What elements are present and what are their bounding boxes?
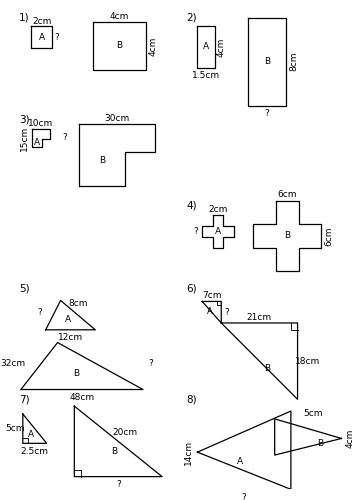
Text: ?: ?	[148, 359, 153, 368]
Text: A: A	[215, 227, 221, 236]
Text: A: A	[207, 306, 213, 316]
Text: 8): 8)	[186, 394, 196, 404]
Text: 18cm: 18cm	[295, 356, 320, 366]
Text: ?: ?	[224, 308, 229, 316]
Text: ?: ?	[242, 492, 246, 500]
Text: 2.5cm: 2.5cm	[21, 446, 49, 456]
Text: 7): 7)	[19, 394, 30, 404]
Text: 12cm: 12cm	[58, 333, 83, 342]
Text: 6cm: 6cm	[277, 190, 297, 200]
Text: 1): 1)	[19, 12, 30, 22]
Text: ?: ?	[62, 134, 67, 142]
Text: B: B	[284, 232, 290, 240]
Text: 14cm: 14cm	[184, 440, 193, 464]
Text: ?: ?	[38, 308, 42, 316]
Text: ?: ?	[55, 32, 59, 42]
Text: 48cm: 48cm	[69, 393, 95, 402]
Text: B: B	[264, 57, 270, 66]
Text: B: B	[111, 448, 117, 456]
Text: 2cm: 2cm	[32, 17, 52, 26]
Text: 32cm: 32cm	[1, 359, 26, 368]
Text: 4cm: 4cm	[149, 36, 158, 56]
Text: 4cm: 4cm	[110, 12, 129, 21]
Text: A: A	[203, 42, 209, 51]
Text: 1.5cm: 1.5cm	[192, 71, 220, 80]
Text: 2): 2)	[186, 12, 196, 22]
Text: ?: ?	[265, 109, 269, 118]
Text: A: A	[237, 458, 244, 466]
Text: 8cm: 8cm	[289, 52, 298, 72]
Text: 15cm: 15cm	[20, 126, 29, 150]
Text: 5cm: 5cm	[303, 408, 322, 418]
Text: 21cm: 21cm	[247, 312, 272, 322]
Text: 3): 3)	[19, 114, 30, 124]
Text: 4cm: 4cm	[346, 429, 354, 448]
Text: B: B	[264, 364, 270, 374]
Text: 7cm: 7cm	[202, 291, 222, 300]
Text: A: A	[34, 138, 40, 147]
Text: B: B	[116, 42, 123, 50]
Text: A: A	[28, 430, 34, 439]
Text: 6cm: 6cm	[325, 226, 333, 246]
Text: 30cm: 30cm	[105, 114, 130, 123]
Text: A: A	[39, 32, 45, 42]
Text: B: B	[99, 156, 105, 164]
Text: B: B	[318, 439, 324, 448]
Text: ?: ?	[116, 480, 121, 489]
Text: 6): 6)	[186, 284, 196, 294]
Text: 4): 4)	[186, 200, 196, 210]
Text: 5): 5)	[19, 284, 30, 294]
Text: B: B	[73, 368, 79, 378]
Text: 2cm: 2cm	[208, 205, 228, 214]
Text: 20cm: 20cm	[113, 428, 138, 438]
Text: 4cm: 4cm	[217, 38, 226, 56]
Text: 8cm: 8cm	[68, 299, 88, 308]
Text: ?: ?	[193, 227, 198, 236]
Text: A: A	[65, 315, 71, 324]
Text: 5cm: 5cm	[5, 424, 25, 433]
Text: 10cm: 10cm	[28, 119, 53, 128]
